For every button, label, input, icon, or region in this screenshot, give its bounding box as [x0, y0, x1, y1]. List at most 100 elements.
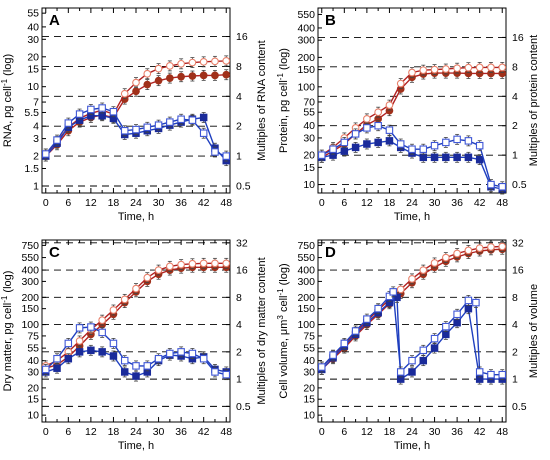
y2-tick-label: 1 [512, 374, 518, 386]
data-point-blue-closed [443, 331, 449, 337]
data-point-blue-open [144, 363, 150, 369]
data-point-blue-open [167, 119, 173, 125]
x-tick-label: 24 [130, 426, 142, 438]
data-point-blue-open [499, 371, 505, 377]
x-tick-label: 30 [429, 197, 441, 209]
data-point-blue-closed [420, 357, 426, 363]
data-point-red-open [409, 69, 416, 76]
data-point-blue-open [398, 141, 404, 147]
y-tick-label: 40 [303, 120, 315, 132]
data-point-blue-open [375, 123, 381, 129]
x-tick-label: 12 [361, 197, 373, 209]
y-tick-label: 100 [21, 319, 39, 331]
y-tick-label: 150 [297, 303, 315, 315]
data-point-blue-open [223, 371, 229, 377]
data-point-blue-open [499, 184, 505, 190]
y2-tick-label: 32 [512, 237, 524, 249]
series-line-red-closed [46, 267, 226, 368]
data-point-red-open [386, 102, 393, 109]
x-tick-label: 30 [429, 426, 441, 438]
x-tick-label: 12 [85, 426, 97, 438]
y-tick-label: 750 [297, 240, 315, 252]
data-point-blue-open [200, 356, 206, 362]
data-point-blue-open [443, 139, 449, 145]
plot-frame [318, 8, 506, 193]
data-point-blue-closed [386, 138, 392, 144]
data-point-blue-closed [431, 154, 437, 160]
data-point-red-open [488, 64, 495, 71]
data-point-red-open [110, 307, 117, 314]
data-point-blue-open [341, 340, 347, 346]
y-tick-label: 550 [297, 252, 315, 264]
x-tick-label: 36 [175, 197, 187, 209]
x-tick-label: 6 [341, 426, 347, 438]
data-point-red-closed [133, 88, 140, 95]
data-point-blue-open [352, 328, 358, 334]
data-point-red-closed [178, 73, 185, 80]
y-tick-label: 15 [303, 394, 315, 406]
data-point-red-open [420, 67, 427, 74]
panel-letter: A [49, 12, 60, 29]
series-line-red-open [46, 263, 226, 366]
y2-tick-label: 1 [512, 150, 518, 162]
y-tick-label: 30 [303, 132, 315, 144]
data-point-blue-closed [76, 349, 82, 355]
data-point-red-open [99, 317, 106, 324]
data-point-red-open [167, 263, 174, 270]
y2-tick-label: 16 [236, 265, 248, 277]
data-point-blue-closed [65, 356, 71, 362]
x-tick-label: 48 [220, 426, 232, 438]
data-point-red-open [133, 285, 140, 292]
x-tick-label: 12 [85, 197, 97, 209]
y2-tick-label: 16 [512, 32, 524, 44]
data-point-blue-open [110, 108, 116, 114]
plot-frame [42, 8, 230, 193]
x-tick-label: 18 [108, 197, 120, 209]
y2-axis-label: Multiples of volume [528, 284, 540, 378]
x-axis-label: Time, h [118, 211, 154, 223]
y2-tick-label: 16 [512, 265, 524, 277]
y-axis-label: RNA, pg cell-1 (log) [0, 54, 14, 147]
x-tick-label: 42 [198, 426, 210, 438]
y-tick-label: 30 [27, 34, 39, 46]
y-tick-label: 55 [27, 8, 39, 20]
data-point-blue-open [454, 311, 460, 317]
data-point-blue-open [420, 146, 426, 152]
data-point-red-open [200, 59, 207, 66]
y-tick-label: 200 [297, 292, 315, 304]
y-tick-label: 300 [297, 276, 315, 288]
y-tick-label: 4 [33, 121, 39, 133]
data-point-blue-open [155, 122, 161, 128]
data-point-blue-open [364, 316, 370, 322]
x-tick-label: 36 [451, 426, 463, 438]
data-point-blue-closed [200, 114, 206, 120]
data-point-blue-open [443, 323, 449, 329]
data-point-blue-open [420, 347, 426, 353]
y-tick-label: 1 [33, 180, 39, 192]
y-tick-label: 300 [21, 276, 39, 288]
data-point-red-open [178, 261, 185, 268]
y2-tick-label: 8 [512, 292, 518, 304]
x-tick-label: 24 [406, 426, 418, 438]
x-tick-label: 0 [319, 197, 325, 209]
data-point-blue-closed [99, 113, 105, 119]
y-tick-label: 400 [21, 265, 39, 277]
data-point-red-open [200, 260, 207, 267]
data-point-blue-closed [375, 139, 381, 145]
y-tick-label: 5.5 [24, 107, 39, 119]
data-point-blue-open [76, 111, 82, 117]
data-point-blue-open [330, 352, 336, 358]
data-point-blue-closed [54, 365, 60, 371]
data-point-red-open [443, 66, 450, 73]
y2-tick-label: 4 [512, 319, 518, 331]
data-point-red-open [454, 65, 461, 72]
x-tick-label: 48 [496, 197, 508, 209]
data-point-red-open [364, 116, 371, 123]
y-tick-label: 20 [303, 382, 315, 394]
x-tick-label: 6 [341, 197, 347, 209]
y-tick-label: 150 [297, 64, 315, 76]
y-tick-label: 100 [297, 81, 315, 93]
data-point-blue-open [319, 364, 325, 370]
y-tick-label: 1.5 [24, 163, 39, 175]
